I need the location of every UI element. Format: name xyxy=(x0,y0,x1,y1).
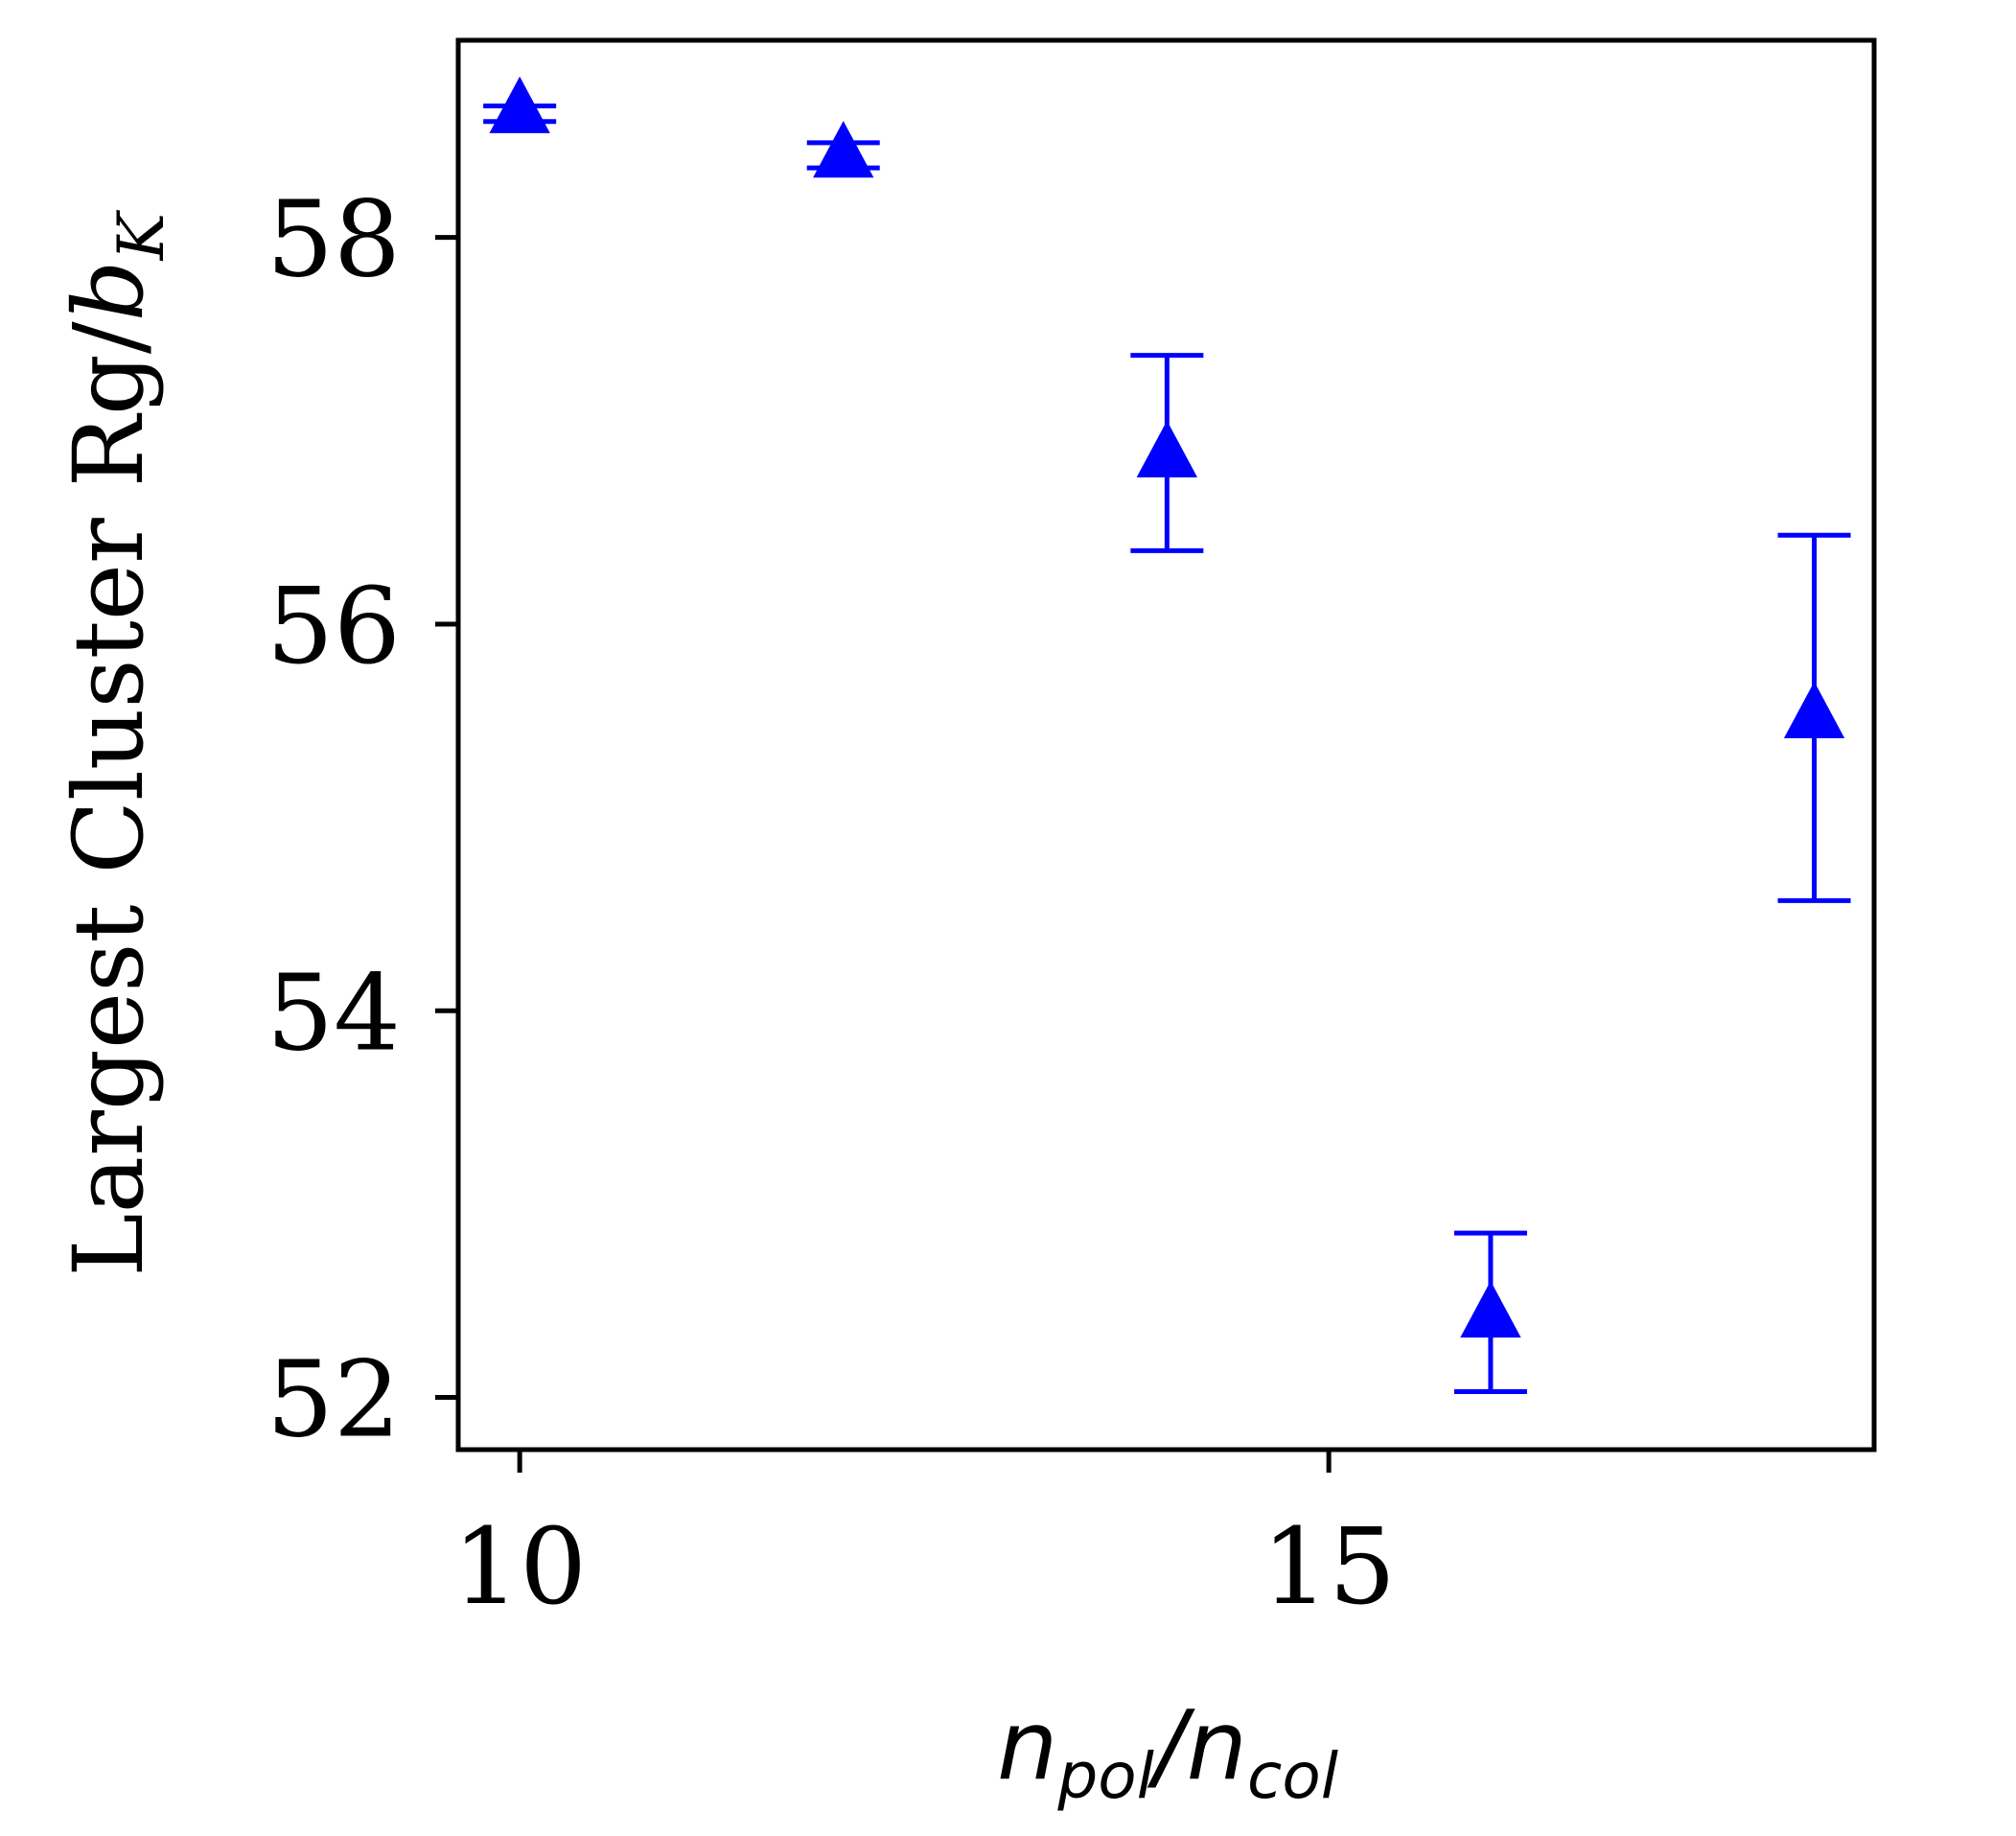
data-point-marker xyxy=(1460,1281,1521,1338)
y-axis-label: Largest Cluster Rg/bK xyxy=(53,209,178,1277)
y-tick-label: 56 xyxy=(266,565,401,687)
data-point-marker xyxy=(1136,420,1198,477)
y-axis-ticks: 52 54 56 58 xyxy=(266,178,458,1461)
x-tick-label: 15 xyxy=(1262,1505,1396,1628)
data-point-marker xyxy=(813,121,874,178)
plot-frame xyxy=(455,37,1877,1453)
y-axis-label-sub: K xyxy=(104,209,178,261)
x-axis-label-sub1: pol xyxy=(1056,1739,1154,1813)
data-point-marker xyxy=(1783,681,1845,739)
x-axis-label-sub2: col xyxy=(1247,1739,1339,1813)
y-tick-label: 52 xyxy=(266,1338,401,1461)
y-tick-label: 58 xyxy=(266,178,401,301)
data-point-marker xyxy=(489,76,550,133)
y-axis-label-prefix: Largest Cluster Rg/ xyxy=(53,321,165,1277)
x-axis-label: npol/ncol xyxy=(997,1689,1339,1813)
plot-marks xyxy=(483,76,1851,1395)
x-axis-label-base: n xyxy=(997,1689,1057,1801)
y-tick-label: 54 xyxy=(266,951,401,1074)
x-tick-label: 10 xyxy=(452,1505,587,1628)
y-axis-label-base: b xyxy=(53,260,165,321)
x-axis-label-base2: n xyxy=(1187,1689,1247,1801)
x-axis-ticks: 10 15 xyxy=(452,1450,1396,1628)
